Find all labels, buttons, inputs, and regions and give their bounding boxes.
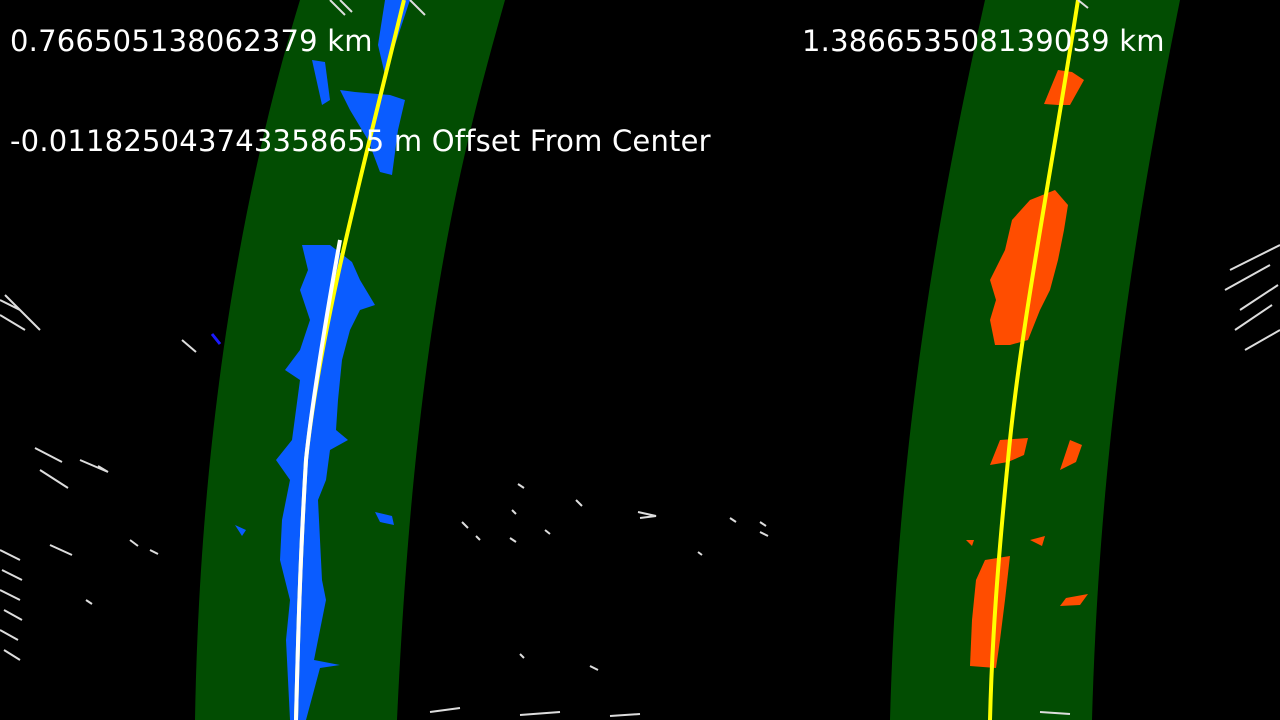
left-lane-search-band [195, 0, 505, 720]
right-lane-search-band [890, 0, 1180, 720]
right-lane-fit-line [988, 0, 1080, 720]
left-curvature-readout: 0.766505138062379 km [10, 24, 373, 58]
blue-edge-fragment [210, 333, 222, 345]
center-offset-readout: -0.011825043743358655 m Offset From Cent… [10, 124, 711, 158]
right-curvature-readout: 1.386653508139039 km [802, 24, 1165, 58]
left-lane-fit-line-lower [294, 239, 342, 720]
